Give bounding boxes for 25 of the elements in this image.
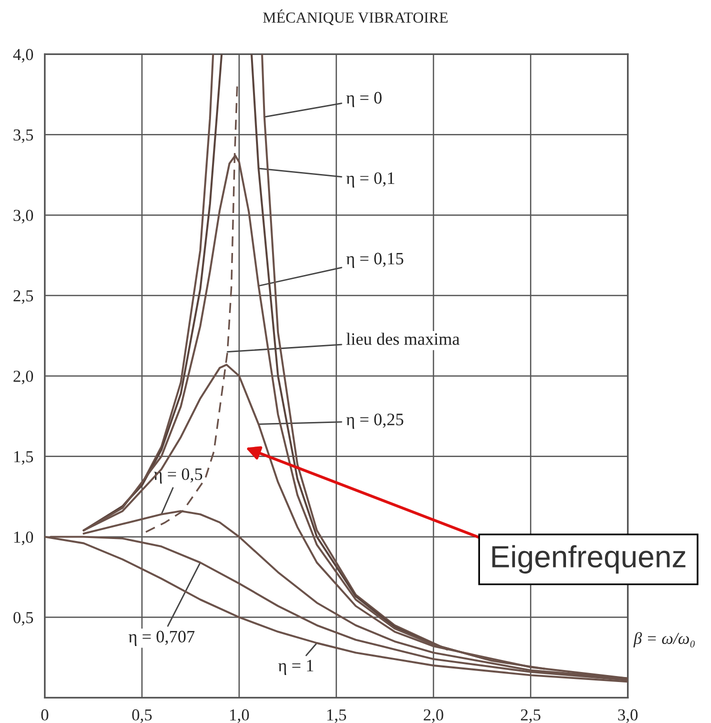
y-tick-label: 4,0 bbox=[13, 48, 34, 63]
annotation: η = 0,707 bbox=[128, 630, 194, 646]
y-tick-label: 1,0 bbox=[14, 532, 34, 546]
annotation: Eigenfrequenz bbox=[492, 545, 686, 574]
chart-title: MÉCANIQUE VIBRATOIRE bbox=[263, 10, 448, 26]
x-tick-label: 3,0 bbox=[618, 709, 638, 723]
annotation: lieu des maxima bbox=[346, 332, 460, 345]
annotation: η = 0 bbox=[346, 92, 382, 108]
x-axis-title: β = ω/ω₀ bbox=[633, 632, 695, 648]
x-tick-label: 2,0 bbox=[424, 709, 444, 723]
annotation: η = 0,15 bbox=[346, 252, 404, 268]
annotation: η = 1 bbox=[278, 660, 314, 675]
x-tick-label: 0,5 bbox=[132, 709, 152, 723]
x-tick-label: 0 bbox=[41, 709, 48, 721]
x-tick-label: 1,0 bbox=[230, 709, 249, 723]
annotation: η = 0,25 bbox=[346, 414, 404, 429]
annotation: η = 0,1 bbox=[346, 172, 394, 188]
y-tick-label: 2,0 bbox=[14, 370, 34, 384]
y-tick-label: 3,0 bbox=[14, 210, 34, 224]
x-tick-label: 1,5 bbox=[327, 709, 346, 723]
x-tick-label: 2,5 bbox=[520, 709, 540, 723]
y-tick-label: 1,5 bbox=[14, 451, 34, 465]
y-tick-label: 2,5 bbox=[14, 290, 34, 304]
y-tick-label: 3,5 bbox=[14, 129, 34, 144]
y-tick-label: 0,5 bbox=[13, 612, 34, 626]
